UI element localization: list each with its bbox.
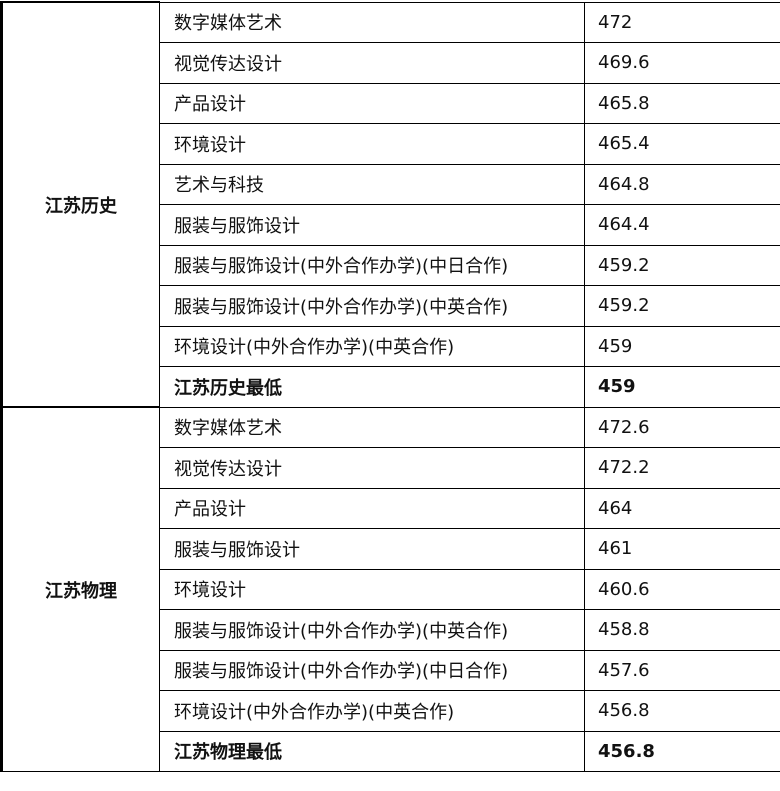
table-row: 服装与服饰设计(中外合作办学)(中日合作) 457.6	[2, 649, 780, 691]
table-row: 服装与服饰设计 464.4	[2, 204, 780, 246]
score-cell: 472	[584, 1, 780, 43]
score-cell: 464.8	[584, 163, 780, 205]
table-row: 环境设计(中外合作办学)(中英合作) 459	[2, 325, 780, 367]
table-row: 江苏物理 数字媒体艺术 472.6	[0, 406, 780, 772]
score-cell: 464	[584, 487, 780, 529]
major-cell: 服装与服饰设计(中外合作办学)(中日合作)	[159, 649, 585, 691]
table-row: 艺术与科技 464.8	[2, 163, 780, 205]
score-cell: 465.4	[584, 123, 780, 165]
table-row: 产品设计 465.8	[2, 82, 780, 124]
major-cell: 环境设计(中外合作办学)(中英合作)	[159, 690, 585, 732]
table-row: 江苏历史 数字媒体艺术 472	[0, 1, 780, 408]
score-cell: 465.8	[584, 82, 780, 124]
major-cell: 服装与服饰设计	[159, 528, 585, 570]
major-cell: 产品设计	[159, 487, 585, 529]
score-table: 江苏历史 数字媒体艺术 472 视觉传达设计 469.6 产品设计 465.8 环境设计 465…	[0, 1, 780, 772]
table-row: 视觉传达设计 469.6	[2, 42, 780, 84]
score-cell: 459.2	[584, 285, 780, 327]
minimum-label: 江苏物理最低	[159, 730, 585, 772]
minimum-label: 江苏历史最低	[159, 366, 585, 408]
score-cell: 472.2	[584, 447, 780, 489]
score-cell: 460.6	[584, 568, 780, 610]
major-cell: 服装与服饰设计(中外合作办学)(中英合作)	[159, 285, 585, 327]
major-cell: 环境设计	[159, 568, 585, 610]
group-label: 江苏历史	[0, 1, 160, 408]
minimum-score: 459	[584, 366, 780, 408]
table-row: 服装与服饰设计(中外合作办学)(中日合作) 459.2	[2, 244, 780, 286]
major-cell: 视觉传达设计	[159, 447, 585, 489]
score-cell: 458.8	[584, 609, 780, 651]
score-cell: 457.6	[584, 649, 780, 691]
score-cell: 461	[584, 528, 780, 570]
minimum-score: 456.8	[584, 730, 780, 772]
table-row: 产品设计 464	[2, 487, 780, 529]
minimum-row: 江苏物理最低 456.8	[2, 730, 780, 772]
table-row: 环境设计(中外合作办学)(中英合作) 456.8	[2, 690, 780, 732]
major-cell: 环境设计	[159, 123, 585, 165]
table-row: 环境设计 460.6	[2, 568, 780, 610]
major-cell: 服装与服饰设计	[159, 204, 585, 246]
score-cell: 472.6	[584, 406, 780, 448]
score-cell: 456.8	[584, 690, 780, 732]
table-row: 服装与服饰设计(中外合作办学)(中英合作) 459.2	[2, 285, 780, 327]
major-cell: 服装与服饰设计(中外合作办学)(中日合作)	[159, 244, 585, 286]
major-cell: 服装与服饰设计(中外合作办学)(中英合作)	[159, 609, 585, 651]
major-cell: 视觉传达设计	[159, 42, 585, 84]
major-cell: 数字媒体艺术	[159, 406, 585, 448]
score-table-body: 江苏历史 数字媒体艺术 472 视觉传达设计 469.6 产品设计 465.8 环境设计 465…	[0, 1, 780, 772]
table-row: 服装与服饰设计(中外合作办学)(中英合作) 458.8	[2, 609, 780, 651]
major-cell: 艺术与科技	[159, 163, 585, 205]
table-row: 环境设计 465.4	[2, 123, 780, 165]
score-cell: 469.6	[584, 42, 780, 84]
major-cell: 产品设计	[159, 82, 585, 124]
group-label: 江苏物理	[0, 406, 160, 772]
score-cell: 459	[584, 325, 780, 367]
score-cell: 459.2	[584, 244, 780, 286]
major-cell: 环境设计(中外合作办学)(中英合作)	[159, 325, 585, 367]
minimum-row: 江苏历史最低 459	[2, 366, 780, 408]
major-cell: 数字媒体艺术	[159, 1, 585, 43]
score-cell: 464.4	[584, 204, 780, 246]
table-row: 服装与服饰设计 461	[2, 528, 780, 570]
